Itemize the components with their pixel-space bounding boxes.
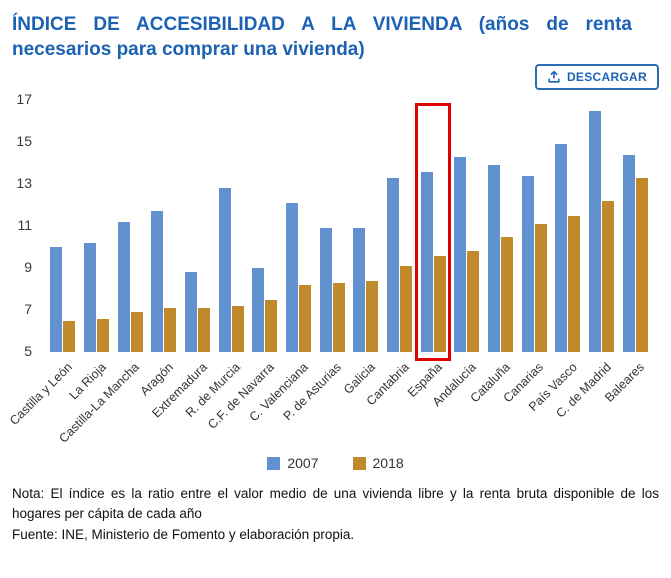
bar-2018 bbox=[534, 224, 547, 353]
bar-group bbox=[484, 100, 518, 353]
bar-2007 bbox=[117, 221, 130, 353]
bar-2007 bbox=[622, 154, 635, 353]
bar-2018 bbox=[97, 318, 109, 353]
y-tick-label: 9 bbox=[24, 259, 32, 276]
y-tick-label: 15 bbox=[16, 133, 32, 150]
download-button[interactable]: DESCARGAR bbox=[534, 64, 659, 90]
bar-2018 bbox=[501, 236, 514, 353]
source-text: Fuente: INE, Ministerio de Fomento y ela… bbox=[12, 526, 355, 542]
bar-2018 bbox=[265, 299, 278, 353]
y-tick-label: 11 bbox=[17, 217, 32, 234]
bar-2018 bbox=[366, 280, 379, 353]
page-title: ÍNDICE DE ACCESIBILIDAD A LA VIVIENDA (a… bbox=[12, 14, 632, 61]
bar-group bbox=[618, 100, 652, 353]
legend-label: 2018 bbox=[372, 455, 404, 472]
bar-2007 bbox=[555, 144, 568, 353]
bar-group bbox=[585, 100, 619, 353]
y-tick-label: 13 bbox=[16, 175, 32, 192]
download-label: DESCARGAR bbox=[566, 70, 647, 84]
bar-2018 bbox=[63, 320, 76, 353]
legend: 2007 2018 bbox=[0, 452, 671, 474]
bar-group bbox=[214, 100, 248, 353]
bar-group bbox=[46, 100, 80, 353]
bar-2018 bbox=[130, 312, 143, 353]
bar-2018 bbox=[332, 282, 345, 353]
bar-group bbox=[517, 100, 551, 353]
legend-label: 2007 bbox=[287, 455, 319, 472]
bar-2018 bbox=[164, 308, 177, 353]
bar-group bbox=[80, 100, 114, 353]
x-axis-labels: Castilla y León La Rioja Castilla-La Manch… bbox=[7, 352, 652, 450]
bar-2007 bbox=[454, 156, 467, 353]
bar-2007 bbox=[589, 110, 602, 353]
bar-group bbox=[248, 100, 282, 353]
y-tick-label: 5 bbox=[24, 343, 32, 360]
bar-2018 bbox=[433, 255, 446, 353]
bar-group bbox=[181, 100, 215, 353]
bar-2007 bbox=[84, 242, 96, 353]
legend-item-2007: 2007 bbox=[267, 455, 319, 472]
bar-2018 bbox=[635, 177, 648, 353]
y-tick-label: 17 bbox=[16, 91, 32, 108]
y-axis: 5 7 9 11 13 15 17 bbox=[0, 91, 40, 359]
note-text: Nota: El índice es la ratio entre el val… bbox=[12, 486, 659, 522]
bar-2007 bbox=[387, 177, 400, 353]
bar-2007 bbox=[319, 228, 332, 353]
bar-2018 bbox=[400, 266, 413, 353]
bar-2007 bbox=[286, 203, 299, 353]
legend-swatch bbox=[352, 456, 366, 470]
download-icon bbox=[547, 70, 561, 84]
bar-group bbox=[383, 100, 417, 353]
housing-affordability-chart: 5 7 9 11 13 15 17 Castilla y León La Rioja Casti… bbox=[0, 91, 671, 474]
bar-group bbox=[450, 100, 484, 353]
bar-2007 bbox=[185, 272, 198, 353]
bar-2007 bbox=[521, 175, 534, 353]
bar-2007 bbox=[353, 228, 366, 353]
bar-group bbox=[147, 100, 181, 353]
bar-group bbox=[551, 100, 585, 353]
y-tick-label: 7 bbox=[24, 301, 32, 318]
bar-2018 bbox=[231, 305, 244, 353]
footnotes: Nota: El índice es la ratio entre el val… bbox=[12, 484, 659, 545]
legend-item-2018: 2018 bbox=[352, 455, 404, 472]
bar-2007 bbox=[420, 171, 433, 353]
bar-2018 bbox=[299, 284, 312, 353]
bar-2007 bbox=[252, 268, 265, 353]
bar-2007 bbox=[151, 211, 164, 353]
bar-2007 bbox=[218, 188, 231, 353]
plot-area bbox=[46, 100, 652, 362]
bar-2007 bbox=[488, 165, 501, 353]
bar-group bbox=[315, 100, 349, 353]
bar-group bbox=[282, 100, 316, 353]
bar-group bbox=[416, 100, 450, 353]
bar-2007 bbox=[50, 247, 63, 353]
legend-swatch bbox=[267, 456, 281, 470]
bar-2018 bbox=[467, 251, 480, 353]
bar-2018 bbox=[198, 308, 211, 353]
bar-group bbox=[349, 100, 383, 353]
bar-group bbox=[113, 100, 147, 353]
bar-2018 bbox=[568, 215, 581, 353]
bar-2018 bbox=[602, 200, 615, 353]
